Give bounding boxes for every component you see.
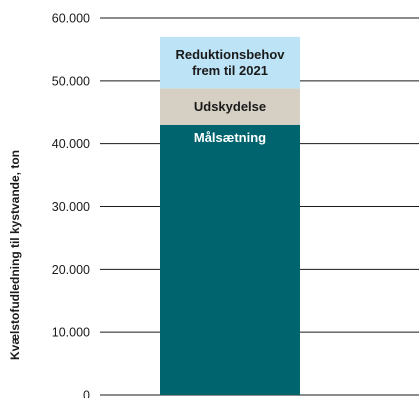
segment-label: Målsætning: [194, 130, 266, 145]
bar-segment: [160, 88, 300, 125]
y-tick-label: 20.000: [52, 263, 90, 277]
bar-segment: [160, 124, 300, 396]
bar-segment: [160, 36, 300, 89]
segment-label: Udskydelse: [194, 99, 266, 114]
y-tick-label: 10.000: [52, 326, 90, 340]
y-tick-label: 60.000: [52, 12, 90, 26]
y-tick-label: 0: [83, 389, 90, 398]
y-tick-labels: 0 10.000 20.000 30.000 40.000 50.000 60.000: [52, 12, 90, 398]
segment-label: frem til 2021: [192, 63, 268, 78]
segment-label: Reduktionsbehov: [175, 47, 285, 62]
y-tick-label: 50.000: [52, 74, 90, 88]
y-axis-label: Kvælstofudledning til kystvande, ton: [8, 150, 22, 360]
y-tick-label: 40.000: [52, 137, 90, 151]
bar-segments: [160, 36, 300, 396]
y-tick-label: 30.000: [52, 200, 90, 214]
segment-labels: Målsætning Udskydelse Reduktionsbehovfrem …: [175, 47, 285, 145]
